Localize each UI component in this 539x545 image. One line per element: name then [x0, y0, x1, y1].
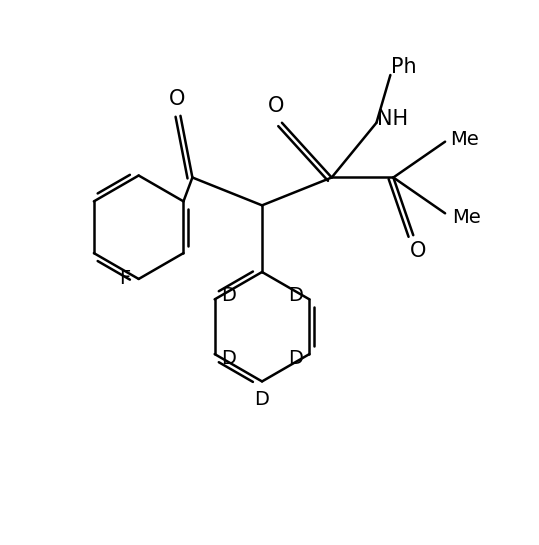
Text: Me: Me	[453, 208, 481, 227]
Text: D: D	[221, 349, 236, 367]
Text: O: O	[169, 89, 185, 109]
Text: D: D	[221, 286, 236, 305]
Text: O: O	[268, 96, 284, 116]
Text: Me: Me	[451, 130, 479, 149]
Text: O: O	[410, 241, 426, 261]
Text: F: F	[119, 269, 130, 288]
Text: D: D	[254, 390, 270, 409]
Text: D: D	[288, 286, 303, 305]
Text: D: D	[288, 349, 303, 367]
Text: Ph: Ph	[391, 57, 417, 77]
Text: NH: NH	[377, 109, 408, 129]
